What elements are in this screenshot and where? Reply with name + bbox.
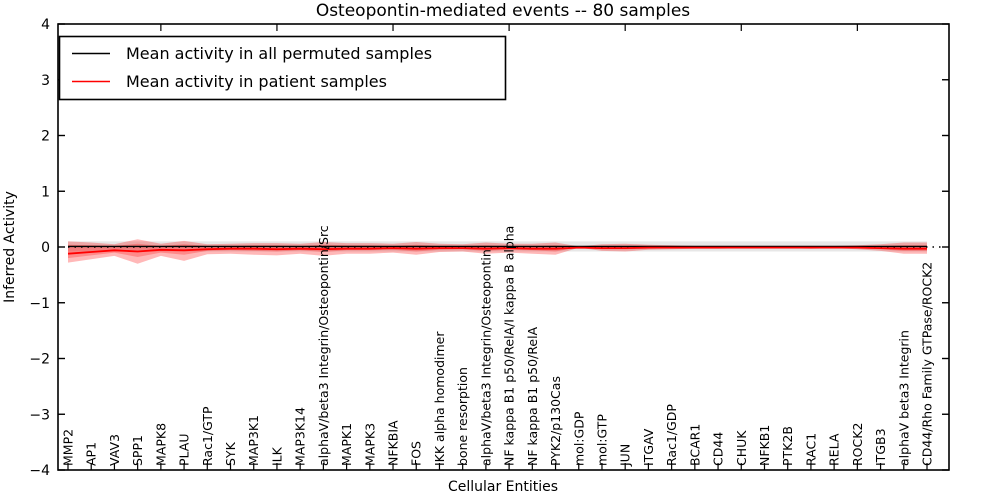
x-tick-label: ROCK2 [850, 423, 865, 466]
y-tick-label: 4 [41, 17, 50, 33]
legend-box [58, 35, 507, 101]
x-tick-label: NFKB1 [757, 425, 772, 466]
x-tick-label: PLAU [177, 434, 192, 467]
x-tick-label: RAC1 [803, 433, 818, 466]
x-tick-label: CHUK [734, 430, 749, 466]
x-tick-label: IKK alpha homodimer [432, 331, 447, 466]
y-tick-label: 2 [41, 129, 50, 145]
x-tick-label: ILK [269, 446, 284, 466]
y-tick-label: 3 [41, 73, 50, 89]
y-tick-label: −1 [29, 296, 50, 312]
x-tick-label: FOS [409, 441, 424, 466]
x-tick-label: VAV3 [107, 434, 122, 466]
tick-layer: 4 3 2 1 0 −1 −2 −3 −4 MMP2 AP1 VAV3 SPP1 MAPK8 PLAU Rac… [29, 17, 949, 479]
x-tick-label: RELA [827, 433, 842, 466]
x-axis-label: Cellular Entities [448, 479, 558, 495]
x-tick-label: alphaV/beta3 Integrin/Osteopontin [478, 249, 493, 466]
y-tick-label: 1 [41, 184, 50, 200]
x-tick-label: MAP3K14 [293, 407, 308, 466]
series-line-patient [67, 246, 927, 255]
y-tick-label: 0 [41, 240, 50, 256]
x-tick-label: mol:GDP [571, 411, 586, 466]
x-tick-label: MAPK8 [153, 423, 168, 466]
x-tick-label: ITGAV [641, 428, 656, 466]
x-tick-label: MAPK1 [339, 423, 354, 466]
x-tick-label: Rac1/GTP [200, 406, 215, 466]
y-tick-label: −2 [29, 352, 50, 368]
x-tick-label: alphaV/beta3 Integrin/Osteopontin/Src [316, 225, 331, 466]
legend-label-permuted: Mean activity in all permuted samples [126, 44, 432, 63]
x-tick-label: MAPK3 [362, 423, 377, 466]
x-tick-label: NF kappa B1 p50/RelA [525, 326, 540, 466]
chart-title: Osteopontin-mediated events -- 80 sample… [316, 1, 690, 21]
x-tick-label: BCAR1 [687, 424, 702, 466]
legend-label-patient: Mean activity in patient samples [126, 72, 387, 91]
x-tick-label: ITGB3 [873, 428, 888, 466]
legend: Mean activity in all permuted samples Me… [58, 35, 507, 101]
y-axis-label: Inferred Activity [2, 191, 18, 303]
band-layer [68, 239, 927, 264]
x-tick-label: MAP3K1 [246, 415, 261, 466]
x-tick-label: SYK [223, 441, 238, 466]
x-tick-label: NFKBIA [386, 420, 401, 466]
x-tick-label: mol:GTP [594, 414, 609, 466]
x-tick-label: MMP2 [61, 429, 76, 466]
y-tick-label: −4 [29, 463, 50, 479]
x-tick-label: PYK2/p130Cas [548, 376, 563, 466]
x-tick-label: JUN [618, 444, 633, 467]
x-tick-label: SPP1 [130, 435, 145, 466]
x-tick-label: PTK2B [780, 426, 795, 466]
x-tick-label: bone resorption [455, 367, 470, 466]
x-tick-label: AP1 [84, 442, 99, 466]
x-tick-label: NF kappa B1 p50/RelA/I kappa B alpha [502, 226, 517, 466]
y-tick-label: −3 [29, 407, 50, 423]
x-tick-label: Rac1/GDP [664, 404, 679, 466]
line-layer [67, 245, 941, 255]
plot-border [57, 23, 950, 471]
band-patient-sample-range-outer [68, 239, 927, 264]
x-tick-label: CD44/Rho Family GTPase/ROCK2 [920, 262, 935, 466]
x-tick-label: alphaV beta3 Integrin [896, 330, 911, 466]
x-tick-label: CD44 [711, 432, 726, 466]
